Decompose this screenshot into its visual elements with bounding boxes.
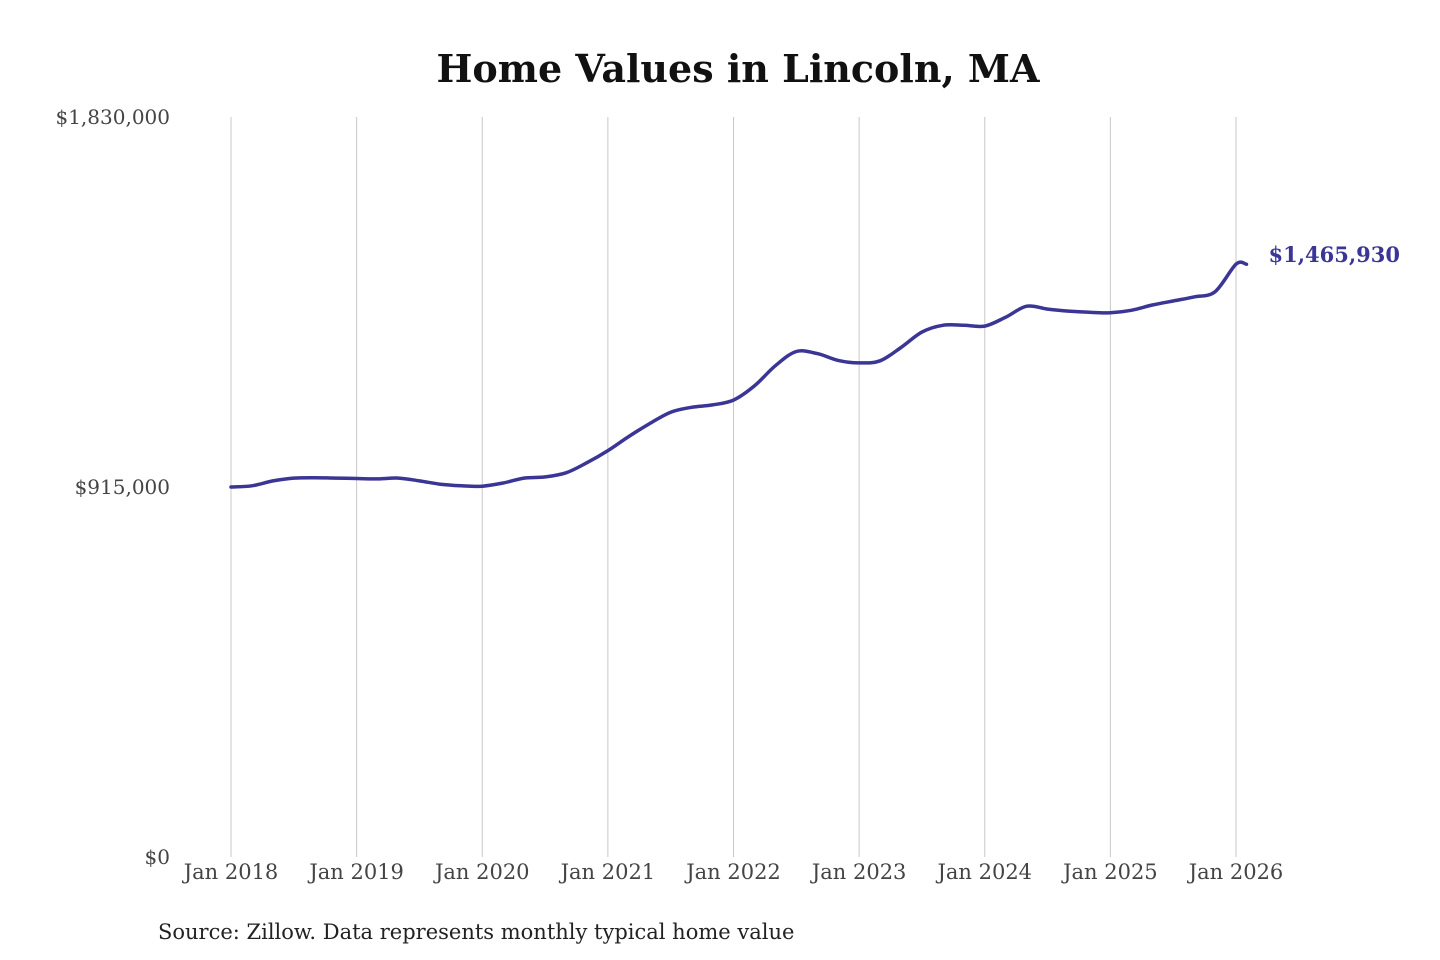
- x-tick-label: Jan 2024: [935, 860, 1032, 884]
- source-note: Source: Zillow. Data represents monthly …: [158, 920, 794, 944]
- series-line: [229, 260, 1249, 489]
- x-tick-label: Jan 2023: [810, 860, 907, 884]
- x-tick-label: Jan 2020: [433, 860, 530, 884]
- x-tick-label: Jan 2018: [182, 860, 279, 884]
- y-tick-label: $1,830,000: [55, 105, 170, 129]
- x-tick-label: Jan 2025: [1061, 860, 1158, 884]
- chart-title: Home Values in Lincoln, MA: [437, 46, 1040, 91]
- y-tick-label: $0: [145, 845, 170, 869]
- x-tick-label: Jan 2026: [1187, 860, 1284, 884]
- y-axis: $0 $915,000 $1,830,000: [55, 105, 170, 869]
- x-tick-label: Jan 2022: [684, 860, 781, 884]
- series-group: $1,465,930: [229, 242, 1400, 489]
- end-value-label: $1,465,930: [1268, 242, 1400, 267]
- x-axis: Jan 2018 Jan 2019 Jan 2020 Jan 2021 Jan 2022…: [182, 860, 1284, 884]
- x-tick-label: Jan 2019: [307, 860, 404, 884]
- x-tick-label: Jan 2021: [559, 860, 656, 884]
- y-tick-label: $915,000: [75, 475, 170, 499]
- vertical-gridlines: [230, 117, 1237, 857]
